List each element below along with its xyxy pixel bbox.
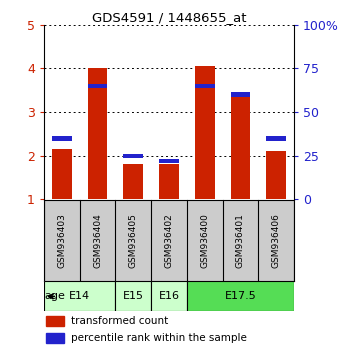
Text: GSM936404: GSM936404	[93, 213, 102, 268]
Text: E15: E15	[123, 291, 144, 301]
Bar	[46, 333, 64, 343]
Bar	[52, 149, 72, 200]
Bar	[123, 164, 143, 200]
Bar	[195, 66, 215, 200]
Bar	[115, 281, 151, 312]
Text: age: age	[45, 291, 66, 301]
Bar	[231, 92, 250, 97]
Bar	[187, 281, 294, 312]
Bar	[159, 159, 179, 163]
Text: E16: E16	[159, 291, 179, 301]
Bar	[159, 164, 179, 200]
Bar	[266, 136, 286, 141]
Text: GSM936401: GSM936401	[236, 213, 245, 268]
Text: GSM936405: GSM936405	[129, 213, 138, 268]
Text: percentile rank within the sample: percentile rank within the sample	[71, 333, 247, 343]
Bar	[195, 84, 215, 88]
Text: GSM936402: GSM936402	[165, 213, 173, 268]
Text: transformed count: transformed count	[71, 316, 169, 326]
Bar	[88, 84, 107, 88]
Text: E17.5: E17.5	[224, 291, 256, 301]
Bar	[46, 316, 64, 326]
Bar	[123, 154, 143, 158]
Bar	[88, 68, 107, 200]
Text: GSM936400: GSM936400	[200, 213, 209, 268]
Bar	[44, 281, 115, 312]
Bar	[231, 92, 250, 200]
Text: E14: E14	[69, 291, 90, 301]
Bar	[151, 281, 187, 312]
Title: GDS4591 / 1448655_at: GDS4591 / 1448655_at	[92, 11, 246, 24]
Bar	[52, 136, 72, 141]
Text: GSM936403: GSM936403	[57, 213, 66, 268]
Text: GSM936406: GSM936406	[272, 213, 281, 268]
Bar	[266, 152, 286, 200]
